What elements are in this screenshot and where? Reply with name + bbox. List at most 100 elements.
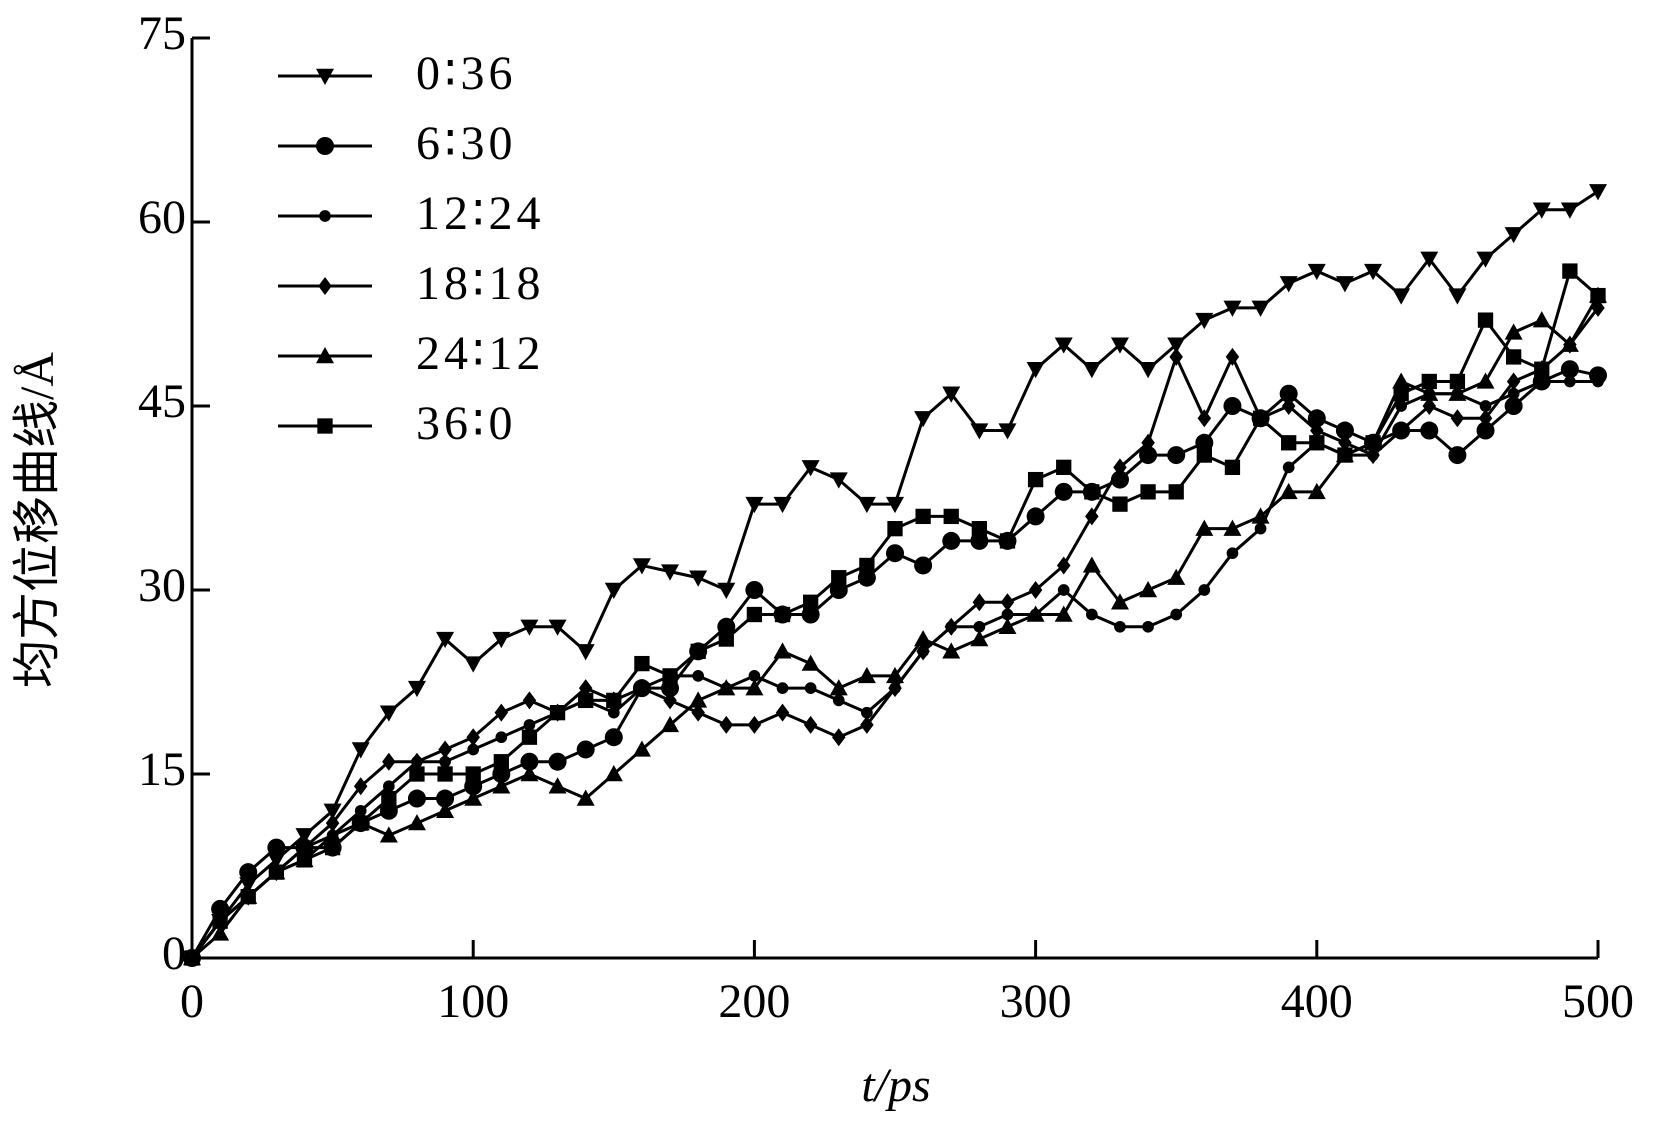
marker xyxy=(1170,608,1183,621)
marker xyxy=(492,631,511,649)
marker xyxy=(1337,447,1353,463)
marker xyxy=(466,728,480,747)
marker xyxy=(295,828,314,845)
marker xyxy=(325,814,340,833)
marker xyxy=(317,418,333,434)
marker xyxy=(1507,387,1520,400)
marker xyxy=(212,913,228,929)
marker xyxy=(523,719,536,731)
marker xyxy=(1168,484,1184,500)
marker xyxy=(690,643,706,659)
x-tick-label: 0 xyxy=(180,975,204,1028)
marker xyxy=(970,630,989,647)
marker xyxy=(239,877,258,894)
marker xyxy=(1254,522,1267,535)
marker xyxy=(776,682,789,694)
marker xyxy=(915,508,931,525)
marker xyxy=(351,742,370,759)
marker xyxy=(773,496,792,514)
marker xyxy=(1085,507,1099,526)
marker xyxy=(1476,372,1495,389)
marker xyxy=(316,68,334,85)
marker xyxy=(184,950,200,966)
series-line xyxy=(190,306,1600,959)
marker xyxy=(465,766,481,782)
marker xyxy=(942,386,961,403)
marker xyxy=(1251,300,1270,317)
marker xyxy=(1223,397,1242,415)
series-line xyxy=(191,294,1600,960)
marker xyxy=(1167,337,1186,354)
marker xyxy=(522,691,537,710)
marker xyxy=(604,728,623,747)
marker xyxy=(1282,461,1295,474)
marker xyxy=(354,804,367,817)
marker xyxy=(1504,397,1523,415)
marker xyxy=(211,924,230,941)
marker xyxy=(1365,435,1381,451)
marker xyxy=(604,582,623,599)
marker xyxy=(689,691,708,708)
marker xyxy=(1394,421,1408,440)
marker xyxy=(268,864,285,880)
marker xyxy=(634,655,650,672)
marker xyxy=(1141,433,1155,452)
marker xyxy=(1197,409,1212,428)
marker xyxy=(1026,362,1045,379)
marker xyxy=(861,706,873,719)
marker xyxy=(802,594,819,610)
marker xyxy=(409,766,425,782)
marker xyxy=(1307,409,1326,428)
marker xyxy=(745,496,764,514)
marker xyxy=(832,694,845,707)
marker xyxy=(1195,433,1214,452)
marker xyxy=(316,137,334,155)
marker xyxy=(829,679,848,696)
marker xyxy=(1395,400,1408,412)
marker xyxy=(1448,384,1467,401)
marker xyxy=(1532,202,1551,219)
y-tick-label: 30 xyxy=(138,559,186,612)
marker xyxy=(1114,620,1126,633)
marker xyxy=(1505,349,1522,365)
marker xyxy=(1226,547,1239,560)
marker xyxy=(1054,605,1073,622)
marker xyxy=(1506,372,1521,391)
marker xyxy=(410,752,424,771)
marker xyxy=(1366,446,1380,465)
marker xyxy=(407,789,426,808)
marker xyxy=(1335,421,1354,440)
marker xyxy=(379,826,398,843)
marker xyxy=(691,703,705,722)
marker xyxy=(1001,608,1014,621)
marker xyxy=(973,620,986,633)
marker xyxy=(719,715,734,734)
marker xyxy=(829,472,848,489)
x-tick-label: 400 xyxy=(1281,975,1353,1028)
marker xyxy=(857,666,876,684)
marker xyxy=(438,740,452,759)
marker xyxy=(1082,362,1101,379)
marker xyxy=(801,654,820,671)
marker xyxy=(717,582,736,599)
marker xyxy=(1422,397,1437,415)
marker xyxy=(382,780,395,793)
marker xyxy=(1564,375,1576,388)
marker xyxy=(829,581,848,599)
y-tick-label: 0 xyxy=(162,927,186,980)
marker xyxy=(692,670,705,682)
marker xyxy=(832,728,846,747)
marker xyxy=(914,411,933,428)
marker xyxy=(379,801,398,820)
y-tick-label: 15 xyxy=(138,743,186,796)
x-tick-label: 300 xyxy=(1000,975,1072,1028)
marker xyxy=(717,679,736,696)
marker xyxy=(632,558,651,575)
marker xyxy=(886,544,904,563)
marker xyxy=(1448,288,1467,305)
marker xyxy=(1392,372,1411,389)
marker xyxy=(439,755,451,768)
marker xyxy=(1196,447,1212,463)
marker xyxy=(324,839,341,856)
marker xyxy=(971,521,988,537)
